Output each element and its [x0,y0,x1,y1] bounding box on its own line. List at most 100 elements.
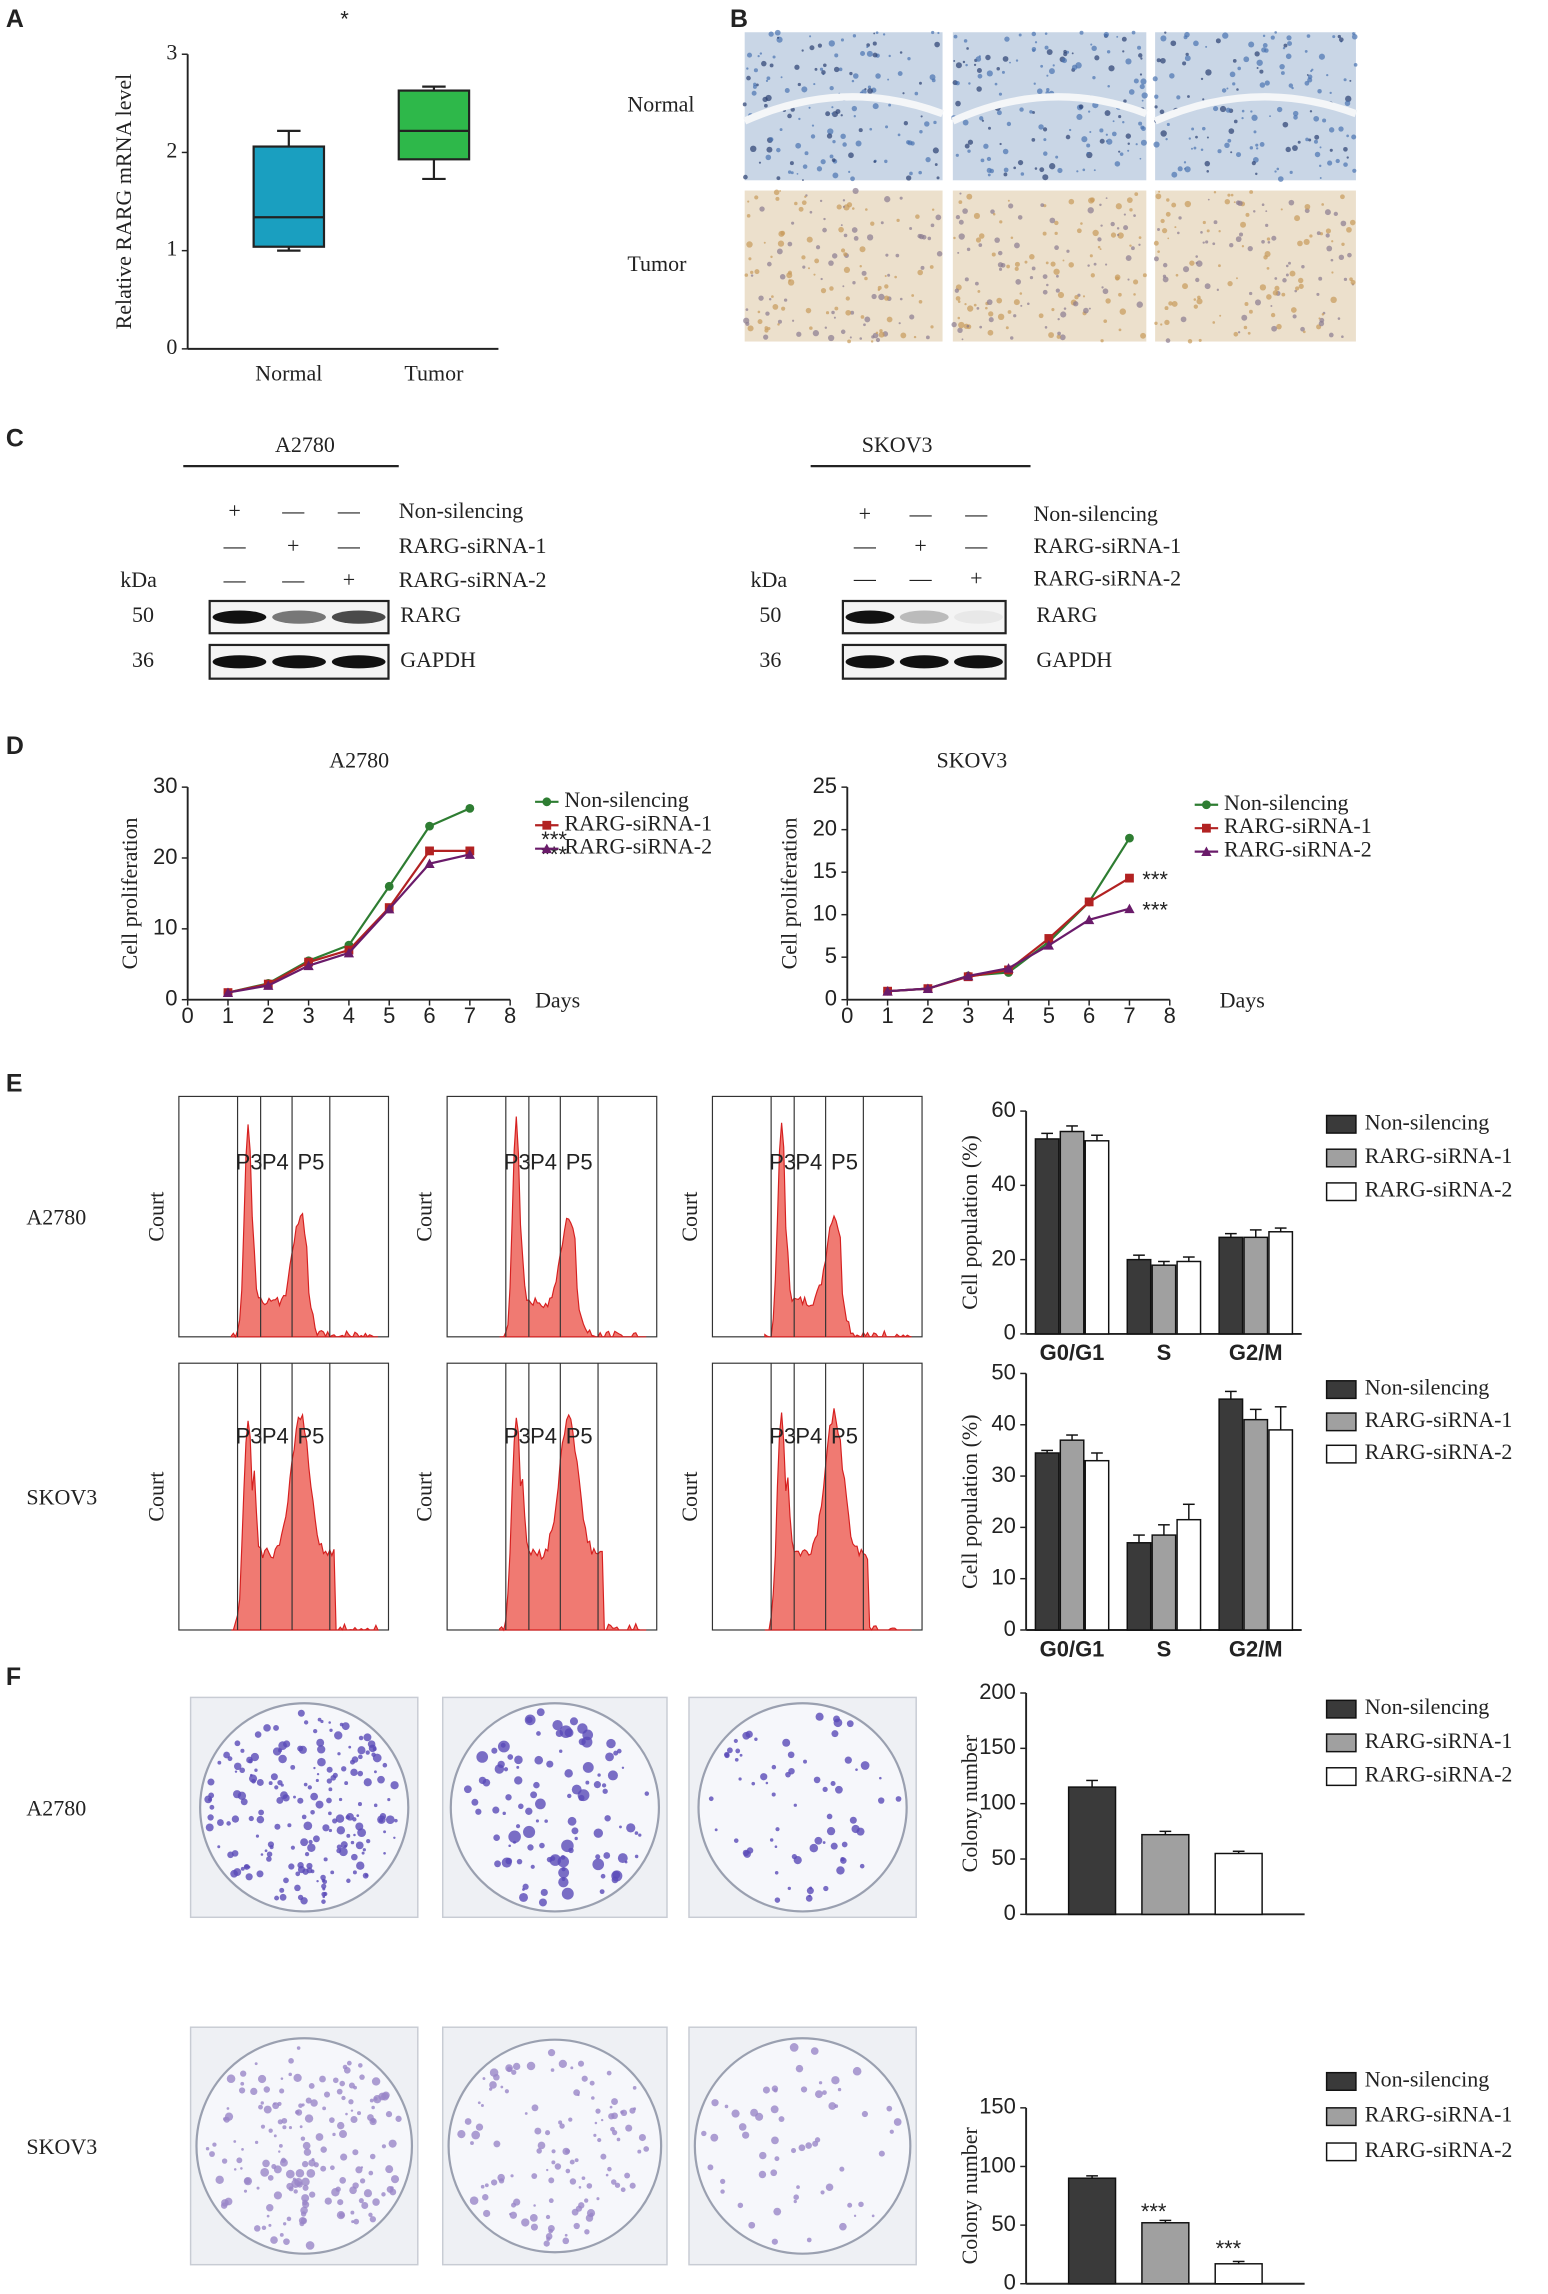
ihc-cell [1259,284,1267,291]
x-tick-label: 7 [1123,1003,1135,1028]
colony [268,2128,273,2133]
plate [449,1702,661,1913]
ihc-cell [976,86,982,92]
ihc-cell [1073,301,1079,307]
colony [540,1888,548,1897]
ihc-cell [1121,36,1127,42]
ihc-cell [1013,166,1017,170]
colony [735,1748,741,1754]
ihc-cell [1155,193,1162,200]
ihc-cell [1115,203,1122,210]
ihc-cell [1243,325,1248,330]
kda-label: kDa [751,567,788,592]
ihc-cell [1055,288,1060,293]
ihc-cell [1338,37,1344,42]
ihc-cell [872,332,879,339]
ihc-cell [831,158,836,163]
ihc-cell [776,176,781,181]
ihc-cell [955,296,961,301]
ihc-cell [1106,138,1113,145]
ihc-cell [1165,211,1171,217]
ihc-cell [769,63,774,68]
ihc-cell [1331,240,1334,243]
ihc-cell [1142,273,1147,278]
ihc-cell [1285,273,1289,277]
ihc-cell [858,128,863,133]
colony [826,1813,833,1820]
ihc-cell [1056,334,1061,339]
ihc-cell [763,241,766,244]
flow-gate-label: P3 [504,1150,531,1175]
colony [281,2117,288,2124]
ihc-cell [1236,277,1238,280]
colony [346,1833,351,1838]
colony [837,2087,842,2092]
condition-label: RARG-siRNA-1 [1033,533,1181,558]
row-label: Normal [627,91,694,116]
ihc-cell [1089,197,1095,203]
ihc-cell [1048,68,1055,75]
ihc-cell [1282,46,1286,50]
colony [335,2186,341,2192]
ihc-cell [907,56,911,61]
colony [239,1767,246,1774]
colony [758,2170,767,2179]
point [465,803,475,813]
ihc-cell [953,236,956,240]
colony [600,1873,606,1879]
point [882,986,893,996]
x-tick-label: 0 [182,1003,194,1028]
ihc-cell [866,50,873,57]
ihc-cell [1276,106,1283,113]
colony [387,1797,391,1802]
ihc-cell [964,143,970,149]
ihc-cell [765,154,772,161]
ihc-cell [1352,32,1356,36]
colony [522,1883,529,1890]
ihc-cell [1166,198,1170,202]
ihc-cell [992,212,996,216]
ihc-cell [789,161,794,166]
blot-band [954,655,1003,669]
flow-gate-label: P5 [831,1424,858,1449]
ihc-cell [1290,307,1297,313]
ihc-cell [1193,146,1197,150]
colony [329,1728,333,1732]
colony [738,2123,747,2131]
ihc-cell [979,116,984,121]
ihc-cell [1304,203,1311,210]
colony [350,1768,358,1777]
ihc-cell [1140,332,1146,339]
legend-label: RARG-siRNA-1 [1224,813,1372,838]
ihc-cell [1304,208,1310,214]
ihc-cell [1086,151,1089,155]
legend-label: Non-silencing [1365,2067,1489,2092]
colony [223,1751,231,1759]
x-tick-label: 8 [1164,1003,1176,1028]
legend-label: Non-silencing [564,787,688,812]
ihc-cell [1206,136,1209,139]
ihc-cell [1043,138,1047,142]
colony [614,2182,621,2188]
colony [244,1864,249,1869]
ihc-cell [1256,59,1263,66]
colony [558,1877,569,1888]
ihc-cell [1053,268,1060,275]
colony [374,1770,377,1774]
ihc-cell [1266,237,1271,241]
ihc-cell [1227,193,1231,197]
colony [306,2169,316,2178]
colony [255,1834,260,1838]
treatment-sign: — [337,498,361,523]
ihc-cell [767,261,772,267]
ihc-cell [1351,134,1357,140]
colony [339,2130,348,2139]
ihc-cell [801,86,808,93]
ihc-cell [1301,265,1305,269]
ihc-cell [1298,283,1304,289]
colony [595,2108,601,2114]
colony [814,2090,823,2099]
ihc-cell [1317,89,1322,94]
colony [369,2216,377,2223]
ihc-cell [931,30,935,35]
